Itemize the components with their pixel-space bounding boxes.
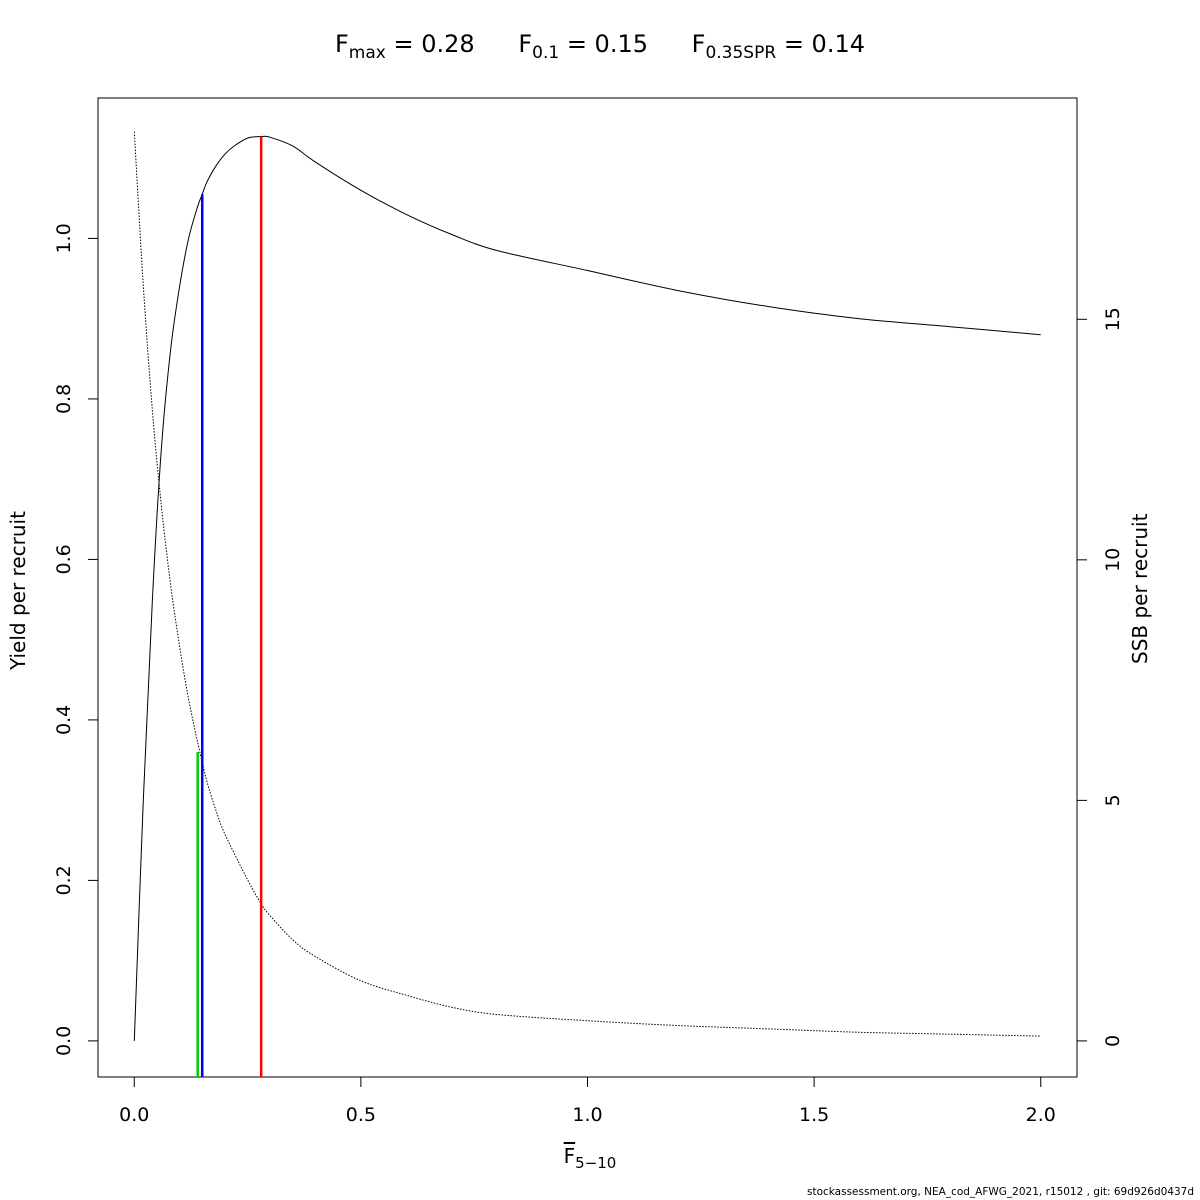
x-axis-label: F5−10 [563,1144,617,1172]
x-tick-label: 0.5 [346,1104,376,1126]
series-ssb-per-recruit-line [133,131,1041,1037]
x-tick-label: 0.0 [119,1104,149,1126]
title-f01: F0.1 = 0.15 [518,30,648,63]
y-right-tick-label: 10 [1102,548,1124,572]
x-tick-label: 1.5 [799,1104,829,1126]
y-left-tick-label: 0.8 [53,384,75,414]
y-right-tick-label: 15 [1102,307,1124,331]
y-left-tick-label: 0.4 [53,705,75,735]
title-fspr: F0.35SPR = 0.14 [691,30,865,63]
series-yield-per-recruit-line [133,135,1041,1041]
plot-frame [97,97,1078,1078]
x-tick-label: 2.0 [1026,1104,1056,1126]
y-right-tick-label: 5 [1102,794,1124,806]
chart-title: Fmax = 0.28 F0.1 = 0.15 F0.35SPR = 0.14 [0,30,1200,63]
y-right-tick-label: 0 [1102,1035,1124,1047]
x-tick-label: 1.0 [572,1104,602,1126]
footer-credit: stockassessment.org, NEA_cod_AFWG_2021, … [807,1186,1194,1198]
y-left-tick-label: 0.2 [53,865,75,895]
y-left-tick-label: 1.0 [53,223,75,253]
y-left-tick-label: 0.0 [53,1026,75,1056]
y-axis-right-label: SSB per recruit [1128,513,1152,664]
y-left-tick-label: 0.6 [53,544,75,574]
title-fmax: Fmax = 0.28 [334,30,475,63]
y-axis-left-label: Yield per recruit [6,511,30,670]
